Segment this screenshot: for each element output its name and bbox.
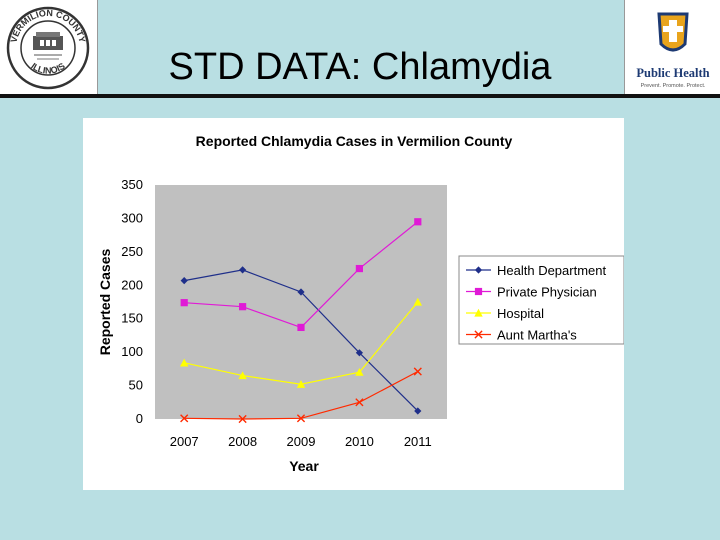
data-point-aunt-martha-s xyxy=(238,414,247,424)
data-point-health-department xyxy=(297,288,305,296)
header-divider xyxy=(0,94,720,98)
data-point-health-department xyxy=(414,407,422,415)
x-axis-label: Year xyxy=(289,458,319,474)
county-seal-icon: VERMILION COUNTY ILLINOIS xyxy=(6,6,90,90)
legend xyxy=(458,255,624,345)
x-tick-label: 2009 xyxy=(287,434,316,449)
chart-panel: Reported Chlamydia Cases in Vermilion Co… xyxy=(83,118,624,490)
public-health-tagline: Prevent. Promote. Protect. xyxy=(641,83,706,89)
y-tick-label: 350 xyxy=(121,177,143,192)
data-point-aunt-martha-s xyxy=(296,414,306,423)
data-point-hospital xyxy=(180,358,189,367)
data-point-private-physician xyxy=(355,264,363,273)
slide-header: VERMILION COUNTY ILLINOIS STD DATA: Chla… xyxy=(0,0,720,94)
y-tick-label: 300 xyxy=(121,210,143,225)
legend-marker-private-physician xyxy=(474,287,483,296)
legend-marker-health-department xyxy=(474,266,483,274)
x-tick-label: 2008 xyxy=(228,434,257,449)
y-tick-label: 200 xyxy=(121,277,143,292)
legend-label-hospital: Hospital xyxy=(497,306,544,321)
public-health-shield-icon xyxy=(657,12,689,52)
x-tick-label: 2011 xyxy=(404,434,432,449)
seal-ring-bottom-text: ILLINOIS xyxy=(29,61,67,76)
legend-label-aunt-martha-s: Aunt Martha's xyxy=(497,328,577,343)
data-point-private-physician xyxy=(414,218,422,226)
legend-label-private-physician: Private Physician xyxy=(497,285,597,300)
data-point-hospital xyxy=(355,368,364,376)
data-point-aunt-martha-s xyxy=(180,414,189,423)
y-tick-label: 100 xyxy=(121,344,143,359)
data-point-aunt-martha-s xyxy=(413,367,422,376)
y-tick-label: 150 xyxy=(121,311,143,326)
data-point-private-physician xyxy=(180,299,188,307)
legend-marker-aunt-martha-s xyxy=(474,330,483,339)
plot-area xyxy=(155,185,447,419)
line-chart: Reported Chlamydia Cases in Vermilion Co… xyxy=(97,133,624,474)
legend-label-health-department: Health Department xyxy=(497,263,606,278)
data-point-private-physician xyxy=(239,303,247,311)
svg-text:ILLINOIS: ILLINOIS xyxy=(29,61,67,76)
slide-title: STD DATA: Chlamydia xyxy=(168,46,552,88)
data-point-health-department xyxy=(180,277,188,285)
chart-title: Reported Chlamydia Cases in Vermilion Co… xyxy=(196,133,513,149)
data-point-private-physician xyxy=(297,323,305,332)
data-point-hospital xyxy=(296,380,306,388)
county-seal-logo: VERMILION COUNTY ILLINOIS xyxy=(0,0,98,94)
public-health-logo: Public Health Prevent. Promote. Protect. xyxy=(624,0,720,94)
y-tick-label: 250 xyxy=(121,244,143,259)
data-point-health-department xyxy=(239,266,247,274)
legend-marker-hospital xyxy=(474,308,483,317)
public-health-text: Public Health xyxy=(636,66,709,80)
x-tick-label: 2010 xyxy=(345,434,374,449)
x-tick-label: 2007 xyxy=(170,434,199,449)
data-point-aunt-martha-s xyxy=(355,398,364,407)
y-tick-label: 0 xyxy=(136,411,143,426)
data-point-hospital xyxy=(413,297,422,306)
data-point-health-department xyxy=(355,349,363,357)
y-tick-label: 50 xyxy=(129,378,143,393)
data-point-hospital xyxy=(238,371,247,380)
y-axis-label: Reported Cases xyxy=(97,248,113,355)
